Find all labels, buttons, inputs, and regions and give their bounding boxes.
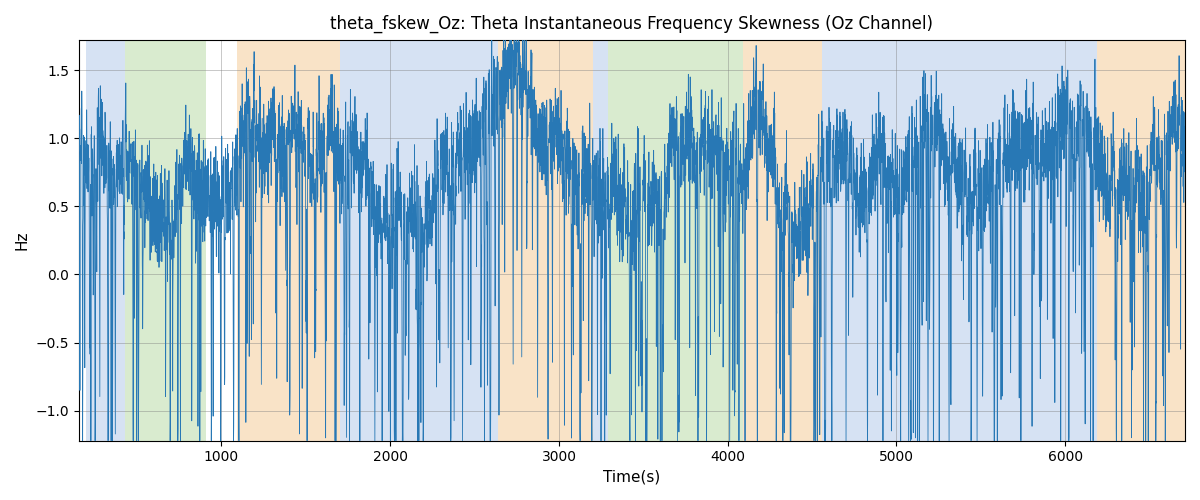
Bar (340, 40, 498, 440)
Bar (1097, 40, 1186, 440)
Y-axis label: Hz: Hz (14, 230, 30, 250)
Bar (125, 40, 206, 440)
Bar (236, 40, 340, 440)
Bar (608, 40, 743, 440)
Bar (86, 40, 125, 440)
Bar (822, 40, 1097, 440)
Bar (498, 40, 593, 440)
Title: theta_fskew_Oz: Theta Instantaneous Frequency Skewness (Oz Channel): theta_fskew_Oz: Theta Instantaneous Freq… (330, 15, 934, 34)
Bar (743, 40, 822, 440)
X-axis label: Time(s): Time(s) (604, 470, 660, 485)
Bar (593, 40, 608, 440)
